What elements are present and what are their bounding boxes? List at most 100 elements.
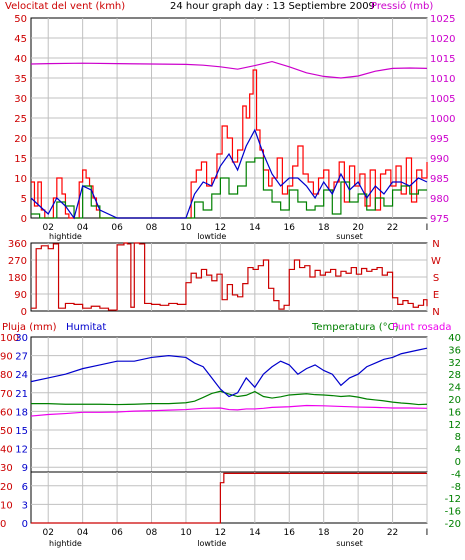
wind-speed-tick: 15	[14, 154, 27, 165]
compass-tick: E	[433, 290, 439, 301]
rain-tick: 90	[0, 352, 13, 363]
humidity-line	[30, 347, 428, 398]
rain-tick: 10	[0, 500, 13, 511]
humidity-tick: 27	[15, 352, 28, 363]
pressure-title: Pressió (mb)	[371, 0, 433, 12]
temperature-tick: 20	[448, 395, 461, 406]
rain-tick: 50	[0, 426, 13, 437]
rain-tick: 100	[0, 333, 19, 344]
x-tick-label: 10	[180, 223, 192, 233]
humidity-label: Humitat	[66, 322, 106, 333]
compass-tick: W	[431, 256, 441, 267]
humidity-tick: 24	[15, 370, 28, 381]
wind-pressure-panel: 0510152025303540455097598098599099510001…	[14, 14, 455, 225]
compass-tick: N	[432, 239, 439, 250]
x-tick-label: 12	[215, 223, 226, 233]
x-event-label: sunset	[336, 232, 363, 241]
temperature-tick: 8	[455, 432, 461, 443]
rain-line	[31, 472, 427, 524]
dewpoint-line	[30, 404, 428, 417]
direction-tick: 0	[21, 307, 27, 318]
wind-direction-line	[31, 242, 428, 311]
x-tick-label: 14	[249, 223, 261, 233]
pressure-tick: 1020	[430, 34, 455, 45]
x-tick-label: 04	[77, 528, 89, 538]
wind-speed-tick: 5	[21, 194, 27, 205]
x-event-label: lowtide	[197, 539, 226, 548]
x-axis-labels: 02 04 06 08 10 12 14 16 18 20 22 I 02 04 06 08 10 12 14 16 1…	[42, 223, 428, 548]
x-tick-label: 08	[146, 223, 158, 233]
rain-tick: 60	[0, 407, 13, 418]
rain-label: Pluja (mm)	[2, 322, 57, 333]
temperature-tick: 32	[448, 358, 461, 369]
x-tick-label: 14	[249, 528, 261, 538]
wind-speed-tick: 0	[21, 214, 27, 225]
pressure-tick: 1010	[430, 74, 455, 85]
wind-speed-tick: 40	[14, 54, 27, 65]
temperature-tick: -20	[445, 519, 461, 530]
pressure-tick: 980	[430, 194, 449, 205]
temperature-tick: 0	[455, 457, 461, 468]
humidity-tick: 0	[22, 519, 28, 530]
temperature-tick: -12	[445, 494, 461, 505]
temperature-tick: 28	[448, 370, 461, 381]
rain-tick: 70	[0, 389, 13, 400]
rain-tick: 30	[0, 463, 13, 474]
wind-green-line	[31, 157, 427, 219]
p4-frame	[30, 471, 428, 524]
wind-speed-line	[31, 69, 428, 219]
wind-average-line	[30, 128, 428, 220]
x-tick-label: 16	[284, 528, 296, 538]
x-tick-label: 08	[146, 528, 158, 538]
x-tick-label: 02	[42, 223, 53, 233]
wind-speed-tick: 20	[14, 134, 27, 145]
x-event-label: hightide	[49, 232, 82, 241]
x-tick-label: 06	[111, 528, 123, 538]
rain-panel	[30, 471, 428, 524]
rain-tick: 80	[0, 370, 13, 381]
wind-speed-tick: 35	[14, 74, 27, 85]
rain-tick: 20	[0, 482, 13, 493]
x-tick-label: 22	[387, 223, 398, 233]
humidity-tick: 3	[22, 500, 28, 511]
temperature-label: Temperatura (°C)	[311, 322, 399, 333]
wind-title: Velocitat del vent (kmh)	[5, 1, 125, 12]
humidity-tick: 30	[15, 333, 28, 344]
temperature-tick: 36	[448, 345, 461, 356]
pressure-tick: 1000	[430, 114, 455, 125]
pressure-tick: 995	[430, 134, 449, 145]
humidity-tick: 15	[15, 426, 28, 437]
temperature-tick: 12	[448, 420, 461, 431]
x-tick-label: 20	[352, 528, 364, 538]
direction-tick: 180	[8, 273, 27, 284]
pressure-line	[30, 60, 428, 79]
temperature-line	[31, 390, 428, 406]
humidity-tick: 6	[22, 482, 28, 493]
direction-tick: 360	[8, 239, 27, 250]
x-event-label: sunset	[336, 539, 363, 548]
x-tick-label: 16	[284, 223, 296, 233]
x-tick-label: 04	[77, 223, 89, 233]
x-event-label: lowtide	[197, 232, 226, 241]
x-tick-label: 12	[215, 528, 226, 538]
humidity-tick: 21	[15, 389, 28, 400]
temperature-tick: -4	[451, 469, 461, 480]
pressure-tick: 975	[430, 214, 449, 225]
humidity-tick: 12	[15, 445, 28, 456]
humidity-tick: 18	[15, 407, 28, 418]
x-event-label: hightide	[49, 539, 82, 548]
wind-speed-tick: 30	[14, 94, 27, 105]
pressure-tick: 985	[430, 174, 449, 185]
wind-speed-tick: 10	[14, 174, 27, 185]
direction-tick: 270	[8, 256, 27, 267]
wind-speed-tick: 45	[14, 34, 27, 45]
compass-tick: N	[432, 307, 439, 318]
dewpoint-label: Punt rosada	[392, 322, 451, 333]
pressure-tick: 1005	[430, 94, 455, 105]
x-tick-label: 06	[111, 223, 123, 233]
rain-tick: 40	[0, 445, 13, 456]
x-tick-label: 02	[42, 528, 53, 538]
rain-tick: 0	[0, 519, 6, 530]
temperature-tick: 16	[448, 407, 461, 418]
